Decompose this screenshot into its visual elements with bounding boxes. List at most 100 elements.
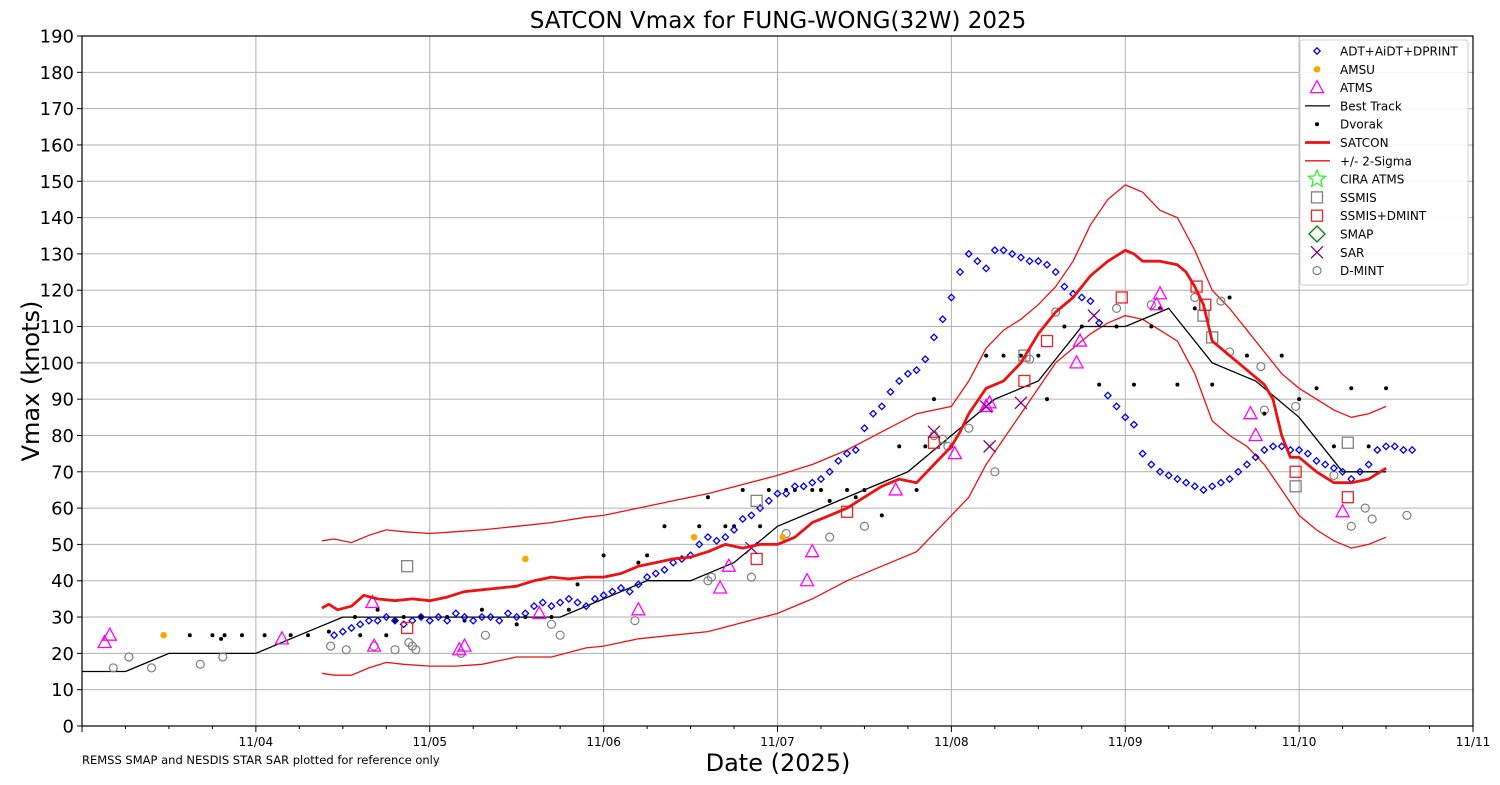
adt-point	[712, 536, 721, 545]
legend-entry-atms: ATMS	[1309, 79, 1373, 95]
adt-point	[1121, 413, 1130, 422]
dmint-point	[341, 645, 351, 655]
dvorak-point	[1314, 386, 1319, 391]
legend-marker-icon	[1306, 168, 1328, 188]
legend-marker-icon	[1313, 66, 1321, 73]
y-tick-label: 190	[40, 27, 74, 48]
ssmisd-point	[1018, 374, 1031, 388]
dmint-point	[1146, 300, 1156, 310]
adt-point	[1277, 442, 1286, 451]
adt-point	[912, 365, 921, 375]
adt-point	[1181, 478, 1191, 487]
dvorak-point	[210, 633, 215, 638]
dmint-point	[1402, 510, 1412, 520]
adt-point	[938, 315, 947, 324]
dmint-point	[326, 641, 336, 651]
dmint-point	[825, 532, 835, 542]
adt-point	[1364, 460, 1373, 469]
atms-point	[721, 557, 737, 572]
adt-point	[434, 612, 443, 622]
adt-point	[338, 627, 347, 636]
adt-point	[669, 558, 678, 567]
dmint-point	[1256, 361, 1266, 372]
legend-entry-dvorak: Dvorak	[1315, 118, 1383, 132]
dmint-point	[706, 572, 717, 582]
adt-point	[1408, 445, 1417, 455]
amsu-point	[522, 555, 529, 563]
atms-point	[531, 605, 547, 620]
adt-point	[521, 609, 530, 618]
sar-point	[927, 425, 941, 439]
atms-point	[947, 445, 963, 460]
adt-point	[1060, 282, 1069, 291]
ssmisd-point	[1289, 465, 1302, 478]
adt-point	[1147, 460, 1156, 469]
dvorak-point	[1045, 397, 1050, 402]
dvorak-point	[1079, 324, 1084, 329]
legend-label: SATCON	[1340, 136, 1389, 150]
adt-point	[1390, 442, 1399, 451]
dvorak-point	[219, 636, 224, 641]
ssmisd-point	[927, 436, 941, 449]
adt-point	[529, 602, 539, 611]
adt-point	[382, 612, 391, 622]
adt-point	[1260, 445, 1269, 455]
atms-point	[1248, 427, 1264, 442]
adt-point	[416, 612, 426, 622]
adt-point	[686, 551, 695, 560]
adt-point	[799, 482, 808, 491]
y-tick-label: 20	[51, 644, 74, 665]
y-tick-label: 160	[40, 135, 74, 156]
dvorak-point	[1384, 386, 1389, 391]
adt-point	[1008, 249, 1017, 259]
adt-point	[964, 249, 973, 259]
adt-point	[599, 591, 608, 600]
dvorak-point	[326, 629, 331, 634]
dmint-point	[1367, 514, 1377, 524]
dmint-point	[1111, 303, 1122, 313]
adt-point	[1251, 453, 1260, 462]
y-tick-label: 170	[40, 99, 74, 120]
adt-point	[451, 609, 460, 618]
legend-entry-dmint: D-MINT	[1312, 264, 1384, 278]
dmint-point	[555, 630, 565, 640]
dvorak-point	[384, 633, 389, 638]
adt-point	[1042, 260, 1052, 269]
sar-point	[983, 439, 997, 453]
adt-point	[390, 616, 400, 625]
legend-label: D-MINT	[1340, 264, 1384, 278]
dvorak-point	[636, 560, 641, 565]
y-tick-label: 90	[51, 390, 74, 411]
dvorak-point	[549, 615, 554, 620]
amsu-point	[690, 533, 698, 541]
x-tick-label: 11/11	[1456, 735, 1491, 749]
adt-point	[495, 616, 504, 625]
dmint-point	[990, 467, 1000, 477]
dmint-point	[630, 616, 640, 626]
ssmis-point	[1289, 480, 1302, 493]
adt-point	[808, 478, 817, 487]
dvorak-point	[1331, 444, 1336, 449]
adt-point	[1355, 467, 1365, 476]
adt-point	[1373, 445, 1382, 455]
adt-point	[1129, 420, 1139, 429]
dvorak-point	[1036, 353, 1041, 358]
legend-entry-adt: ADT+AiDT+DPRINT	[1312, 45, 1458, 59]
dvorak-point	[1062, 324, 1067, 329]
legend-label: CIRA ATMS	[1340, 173, 1404, 187]
dvorak-point	[306, 633, 311, 638]
amsu-point	[160, 631, 168, 639]
dvorak-point	[897, 444, 902, 449]
y-tick-label: 150	[40, 172, 74, 193]
adt-point	[999, 246, 1008, 255]
y-tick-label: 70	[51, 462, 74, 483]
y-tick-label: 0	[63, 717, 74, 738]
legend-marker-icon	[1315, 122, 1319, 127]
dvorak-point	[1227, 295, 1232, 300]
adt-point	[564, 594, 573, 604]
adt-point	[1303, 449, 1312, 458]
adt-point	[869, 409, 878, 418]
dvorak-point	[1175, 382, 1180, 387]
adt-point	[955, 267, 965, 277]
atms-point	[274, 630, 290, 645]
